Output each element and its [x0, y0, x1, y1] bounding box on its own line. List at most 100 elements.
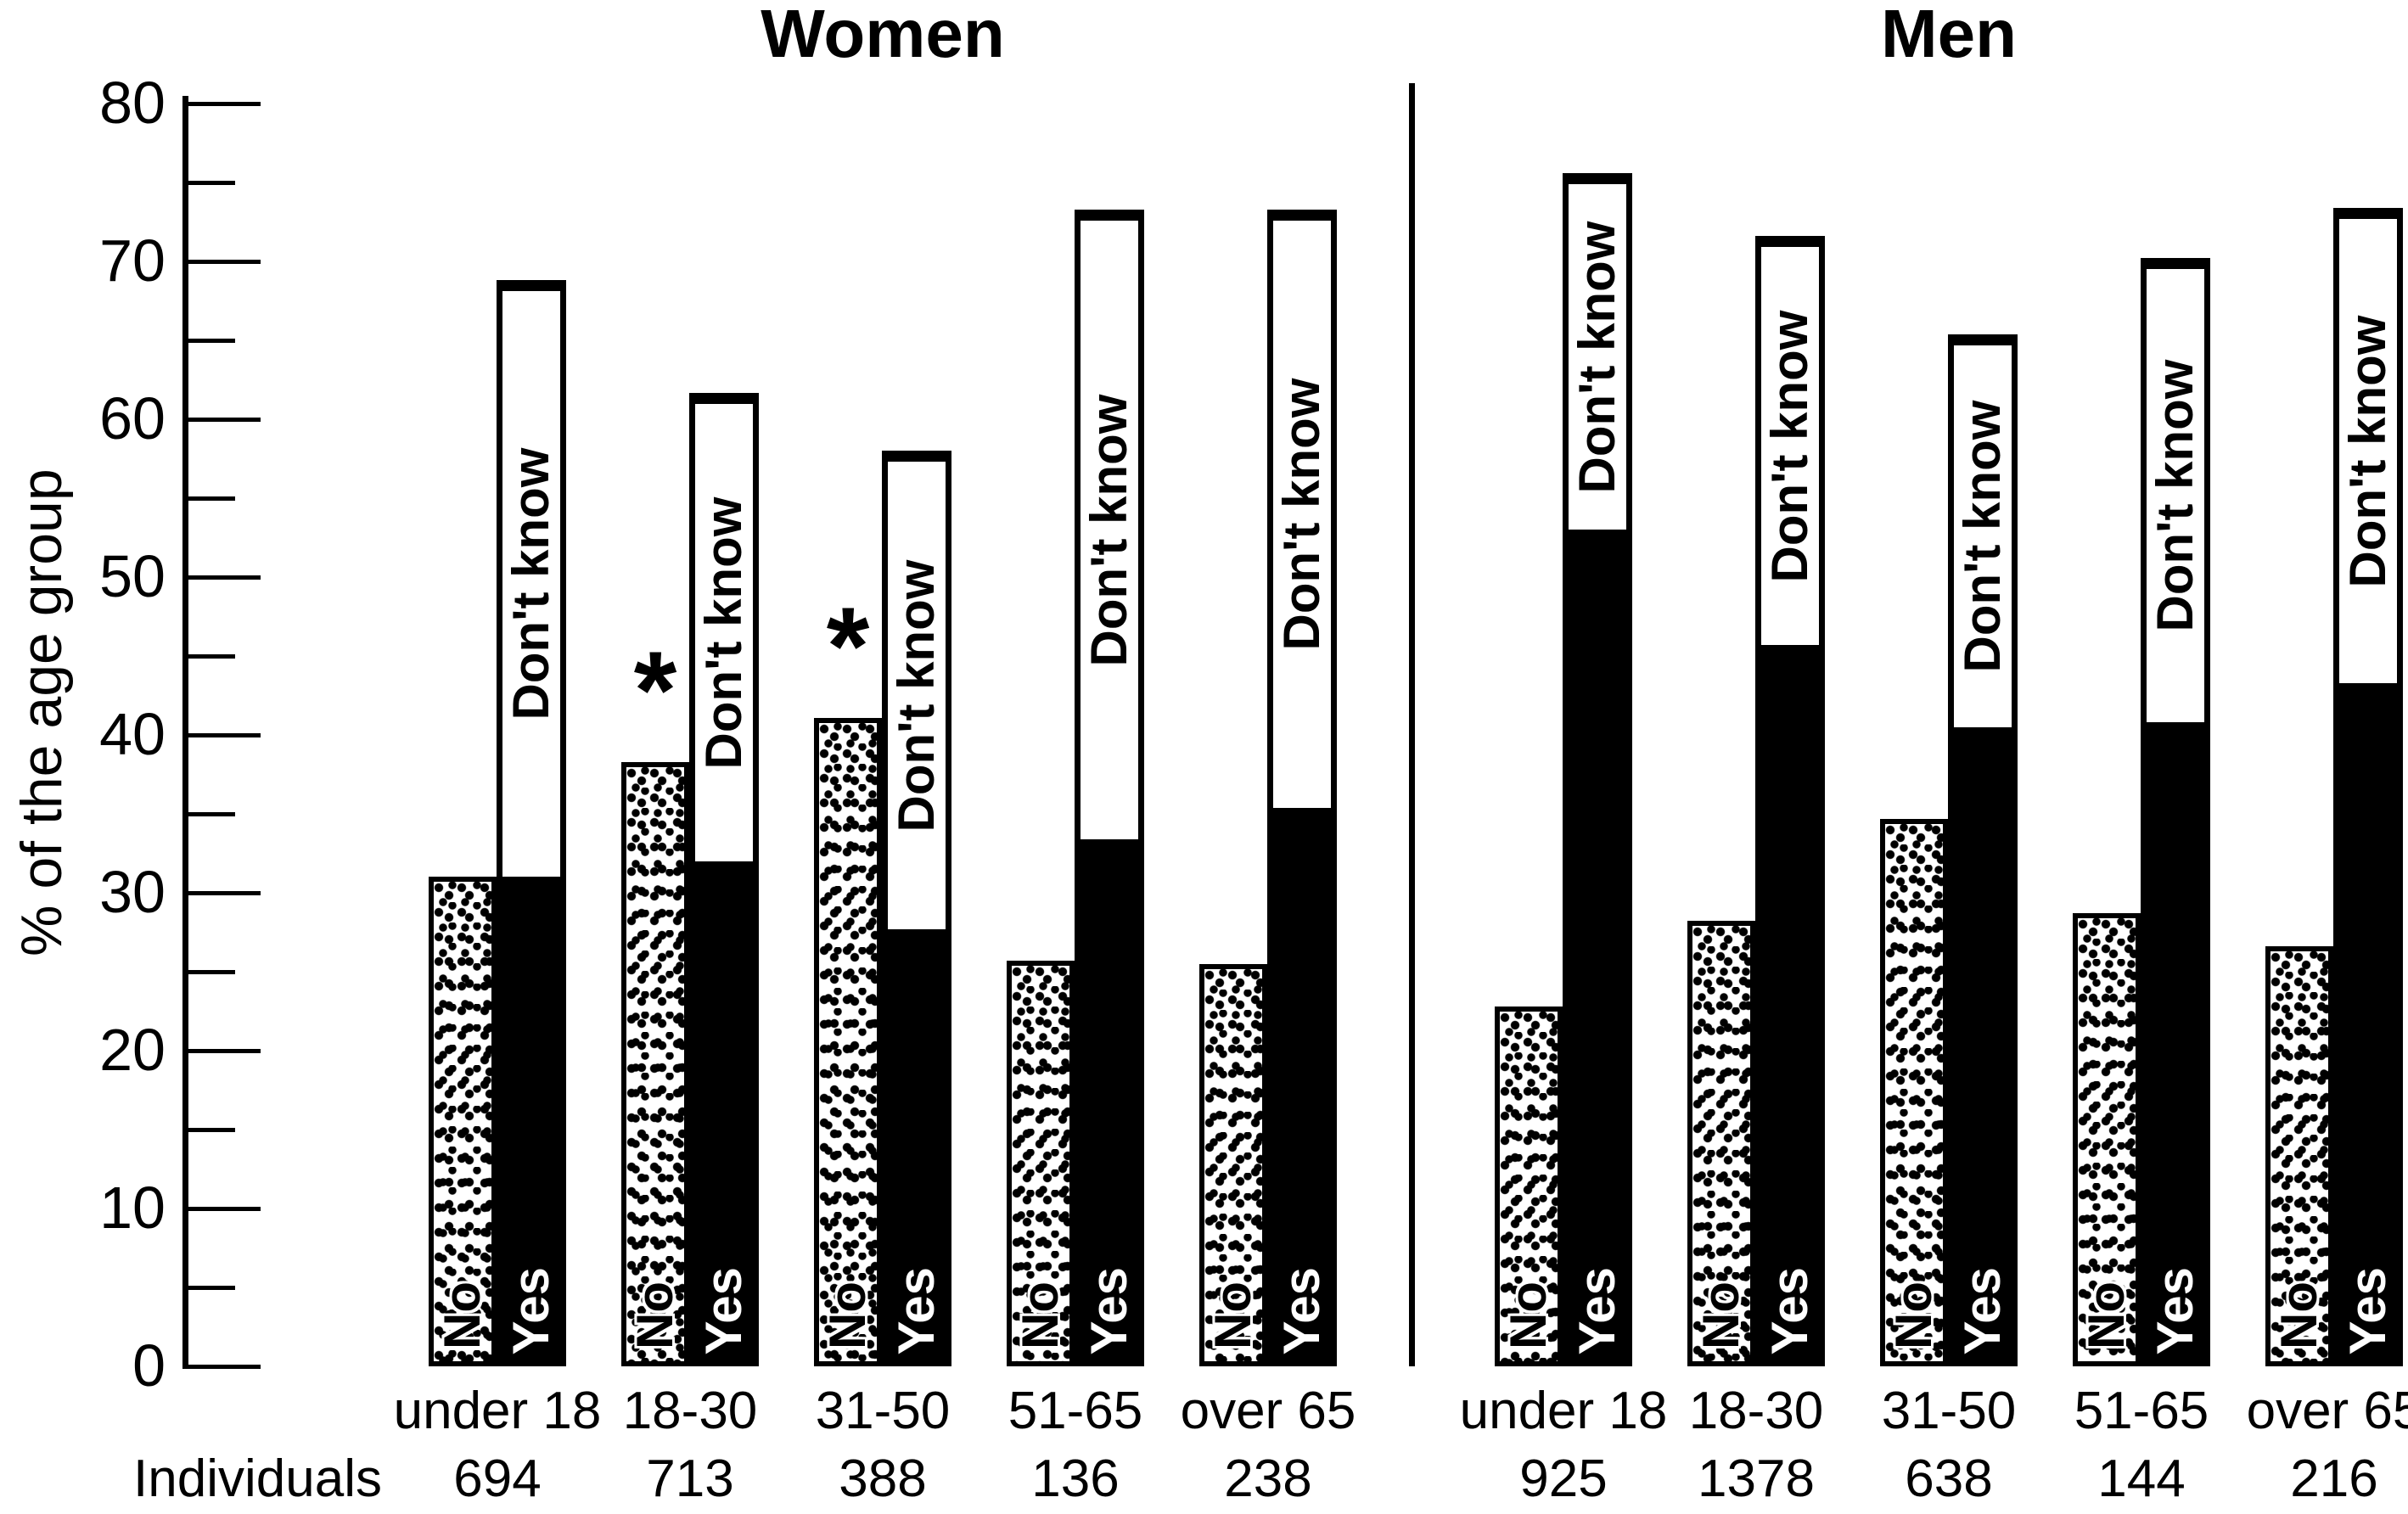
bar-label-no: No	[1204, 1281, 1261, 1349]
bar-label-dont-know: Don't know	[1081, 394, 1137, 666]
bar-label-yes: Yes	[695, 1266, 752, 1354]
individuals-count: 713	[646, 1450, 734, 1508]
individuals-count: 638	[1905, 1450, 1993, 1508]
bar-label-yes: Yes	[888, 1266, 945, 1354]
y-tick-label: 30	[99, 859, 166, 925]
x-category-label: under 18	[1459, 1382, 1668, 1440]
bar-label-dont-know: Don't know	[2147, 359, 2203, 632]
bar-label-no: No	[1692, 1281, 1749, 1349]
bar-dont-know: Don't know	[882, 451, 951, 929]
bar-no: No	[621, 762, 689, 1366]
bar-no: No	[1495, 1007, 1563, 1366]
y-tick-major	[188, 1206, 261, 1211]
panel-separator	[1409, 83, 1415, 1366]
bar-dont-know: Don't know	[1075, 210, 1144, 839]
x-category-label: 18-30	[1688, 1382, 1824, 1440]
individuals-count: 144	[2097, 1450, 2186, 1508]
panel-title-men: Men	[1881, 0, 2017, 71]
individuals-count: 1378	[1698, 1450, 1815, 1508]
bar-dont-know: Don't know	[2141, 258, 2210, 722]
y-tick-label: 60	[99, 385, 166, 451]
individuals-row-label: Individuals	[133, 1450, 382, 1508]
bar-dont-know: Don't know	[497, 280, 566, 877]
bar-yes: Yes	[1948, 727, 2018, 1366]
bar-label-dont-know: Don't know	[1954, 400, 2011, 673]
y-tick-label: 20	[99, 1017, 166, 1083]
x-category-label: 31-50	[1881, 1382, 2017, 1440]
bar-yes: Yes	[1563, 530, 1632, 1366]
bar-yes: Yes	[1075, 839, 1144, 1366]
bar-dont-know: Don't know	[689, 393, 759, 861]
y-tick-minor	[188, 180, 235, 185]
y-tick-minor	[188, 969, 235, 974]
x-category-label: under 18	[393, 1382, 602, 1440]
y-axis-line	[182, 96, 188, 1369]
bar-label-no: No	[2270, 1281, 2327, 1349]
bar-label-yes: Yes	[1761, 1266, 1818, 1354]
bar-label-yes: Yes	[1954, 1266, 2011, 1354]
bar-label-yes: Yes	[1081, 1266, 1137, 1354]
y-tick-minor	[188, 653, 235, 659]
y-tick-minor	[188, 338, 235, 343]
x-category-label: over 65	[2246, 1382, 2408, 1440]
bar-label-no: No	[626, 1281, 683, 1349]
individuals-count: 136	[1031, 1450, 1120, 1508]
bar-label-no: No	[1500, 1281, 1557, 1349]
individuals-count: 925	[1519, 1450, 1608, 1508]
bar-label-dont-know: Don't know	[1569, 221, 1625, 493]
bar-label-yes: Yes	[2339, 1266, 2396, 1354]
y-tick-label: 50	[99, 543, 166, 609]
y-tick-major	[188, 1364, 261, 1369]
bar-label-dont-know: Don't know	[502, 447, 559, 721]
x-category-label: over 65	[1180, 1382, 1356, 1440]
bar-yes: Yes	[1267, 808, 1337, 1366]
bar-label-dont-know: Don't know	[888, 559, 945, 832]
y-tick-minor	[188, 811, 235, 816]
bar-dont-know: Don't know	[1563, 173, 1632, 530]
bar-no: No	[1687, 921, 1755, 1366]
bar-label-no: No	[1885, 1281, 1942, 1349]
y-tick-minor	[188, 1127, 235, 1132]
significance-asterisk: *	[633, 628, 677, 752]
bar-label-no: No	[1012, 1281, 1069, 1349]
individuals-count: 388	[839, 1450, 927, 1508]
bar-dont-know: Don't know	[1755, 236, 1825, 645]
bar-label-dont-know: Don't know	[1273, 378, 1330, 651]
y-tick-label: 40	[99, 701, 166, 767]
y-tick-minor	[188, 496, 235, 501]
bar-label-yes: Yes	[2147, 1266, 2203, 1354]
bar-label-yes: Yes	[1273, 1266, 1330, 1354]
x-category-label: 31-50	[815, 1382, 951, 1440]
y-tick-major	[188, 417, 261, 422]
bar-label-dont-know: Don't know	[1761, 310, 1818, 582]
bar-no: No	[1880, 819, 1948, 1366]
bar-no: No	[2073, 913, 2141, 1366]
y-tick-major	[188, 259, 261, 264]
y-tick-major	[188, 732, 261, 737]
bar-yes: Yes	[2141, 722, 2210, 1366]
x-category-label: 51-65	[1008, 1382, 1143, 1440]
bar-label-yes: Yes	[502, 1266, 559, 1354]
bar-no: No	[429, 877, 497, 1366]
bar-yes: Yes	[882, 929, 951, 1366]
individuals-count: 694	[453, 1450, 542, 1508]
bar-no: No	[2265, 946, 2333, 1366]
bar-label-no: No	[819, 1281, 876, 1349]
bar-no: No	[814, 718, 882, 1366]
bar-yes: Yes	[1755, 645, 1825, 1366]
y-tick-label: 10	[99, 1175, 166, 1241]
x-category-label: 18-30	[622, 1382, 758, 1440]
bar-dont-know: Don't know	[1267, 210, 1337, 808]
individuals-count: 238	[1224, 1450, 1312, 1508]
y-tick-label: 80	[99, 70, 166, 136]
bar-yes: Yes	[689, 861, 759, 1366]
individuals-count: 216	[2290, 1450, 2378, 1508]
bar-yes: Yes	[497, 877, 566, 1366]
bar-no: No	[1199, 964, 1267, 1366]
bar-label-dont-know: Don't know	[2339, 315, 2396, 587]
bar-label-no: No	[434, 1281, 491, 1349]
bar-label-no: No	[2078, 1281, 2135, 1349]
bar-dont-know: Don't know	[2333, 208, 2403, 683]
y-tick-label: 70	[99, 227, 166, 294]
y-tick-major	[188, 101, 261, 106]
